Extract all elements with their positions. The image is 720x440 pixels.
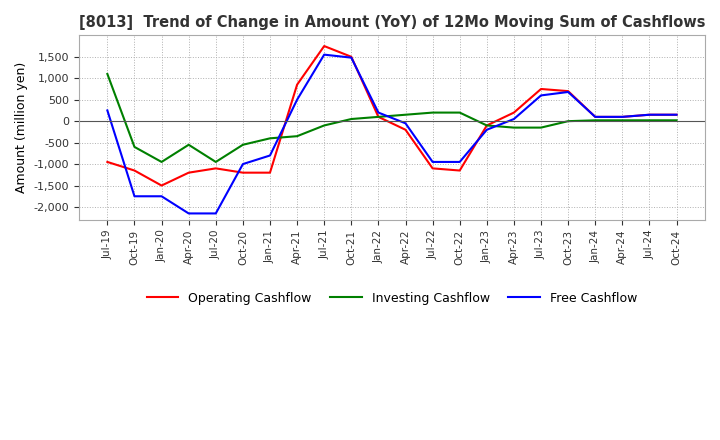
- Investing Cashflow: [618, 117, 626, 123]
- Investing Cashflow: [347, 117, 356, 122]
- Free Cashflow: [347, 55, 356, 60]
- Operating Cashflow: [374, 114, 383, 120]
- Investing Cashflow: [293, 134, 302, 139]
- Investing Cashflow: [184, 142, 193, 147]
- Line: Investing Cashflow: Investing Cashflow: [107, 74, 677, 162]
- Investing Cashflow: [536, 125, 545, 130]
- Investing Cashflow: [320, 123, 328, 128]
- Investing Cashflow: [510, 125, 518, 130]
- Operating Cashflow: [618, 114, 626, 120]
- Investing Cashflow: [238, 142, 247, 147]
- Operating Cashflow: [266, 170, 274, 175]
- Investing Cashflow: [428, 110, 437, 115]
- Investing Cashflow: [374, 114, 383, 120]
- Operating Cashflow: [347, 54, 356, 59]
- Free Cashflow: [184, 211, 193, 216]
- Operating Cashflow: [591, 114, 600, 120]
- Title: [8013]  Trend of Change in Amount (YoY) of 12Mo Moving Sum of Cashflows: [8013] Trend of Change in Amount (YoY) o…: [78, 15, 705, 30]
- Operating Cashflow: [157, 183, 166, 188]
- Free Cashflow: [618, 114, 626, 120]
- Free Cashflow: [564, 89, 572, 95]
- Free Cashflow: [374, 110, 383, 115]
- Free Cashflow: [645, 112, 654, 117]
- Investing Cashflow: [266, 136, 274, 141]
- Operating Cashflow: [482, 123, 491, 128]
- Operating Cashflow: [564, 88, 572, 94]
- Y-axis label: Amount (million yen): Amount (million yen): [15, 62, 28, 193]
- Free Cashflow: [428, 159, 437, 165]
- Investing Cashflow: [212, 159, 220, 165]
- Legend: Operating Cashflow, Investing Cashflow, Free Cashflow: Operating Cashflow, Investing Cashflow, …: [142, 286, 642, 310]
- Investing Cashflow: [157, 159, 166, 165]
- Free Cashflow: [591, 114, 600, 120]
- Investing Cashflow: [564, 118, 572, 124]
- Investing Cashflow: [672, 117, 681, 123]
- Investing Cashflow: [401, 112, 410, 117]
- Free Cashflow: [266, 153, 274, 158]
- Investing Cashflow: [482, 123, 491, 128]
- Free Cashflow: [401, 121, 410, 126]
- Investing Cashflow: [455, 110, 464, 115]
- Operating Cashflow: [103, 159, 112, 165]
- Operating Cashflow: [320, 44, 328, 49]
- Line: Free Cashflow: Free Cashflow: [107, 55, 677, 213]
- Operating Cashflow: [428, 166, 437, 171]
- Operating Cashflow: [672, 112, 681, 117]
- Free Cashflow: [482, 127, 491, 132]
- Line: Operating Cashflow: Operating Cashflow: [107, 46, 677, 186]
- Free Cashflow: [212, 211, 220, 216]
- Operating Cashflow: [510, 110, 518, 115]
- Operating Cashflow: [293, 82, 302, 87]
- Free Cashflow: [238, 161, 247, 167]
- Free Cashflow: [103, 108, 112, 113]
- Free Cashflow: [510, 117, 518, 122]
- Investing Cashflow: [645, 117, 654, 123]
- Free Cashflow: [672, 112, 681, 117]
- Free Cashflow: [130, 194, 139, 199]
- Operating Cashflow: [455, 168, 464, 173]
- Investing Cashflow: [591, 117, 600, 123]
- Free Cashflow: [455, 159, 464, 165]
- Free Cashflow: [320, 52, 328, 57]
- Operating Cashflow: [212, 166, 220, 171]
- Free Cashflow: [536, 93, 545, 98]
- Operating Cashflow: [536, 86, 545, 92]
- Investing Cashflow: [130, 144, 139, 150]
- Investing Cashflow: [103, 71, 112, 77]
- Free Cashflow: [157, 194, 166, 199]
- Operating Cashflow: [184, 170, 193, 175]
- Operating Cashflow: [238, 170, 247, 175]
- Operating Cashflow: [645, 112, 654, 117]
- Operating Cashflow: [401, 127, 410, 132]
- Operating Cashflow: [130, 168, 139, 173]
- Free Cashflow: [293, 97, 302, 103]
